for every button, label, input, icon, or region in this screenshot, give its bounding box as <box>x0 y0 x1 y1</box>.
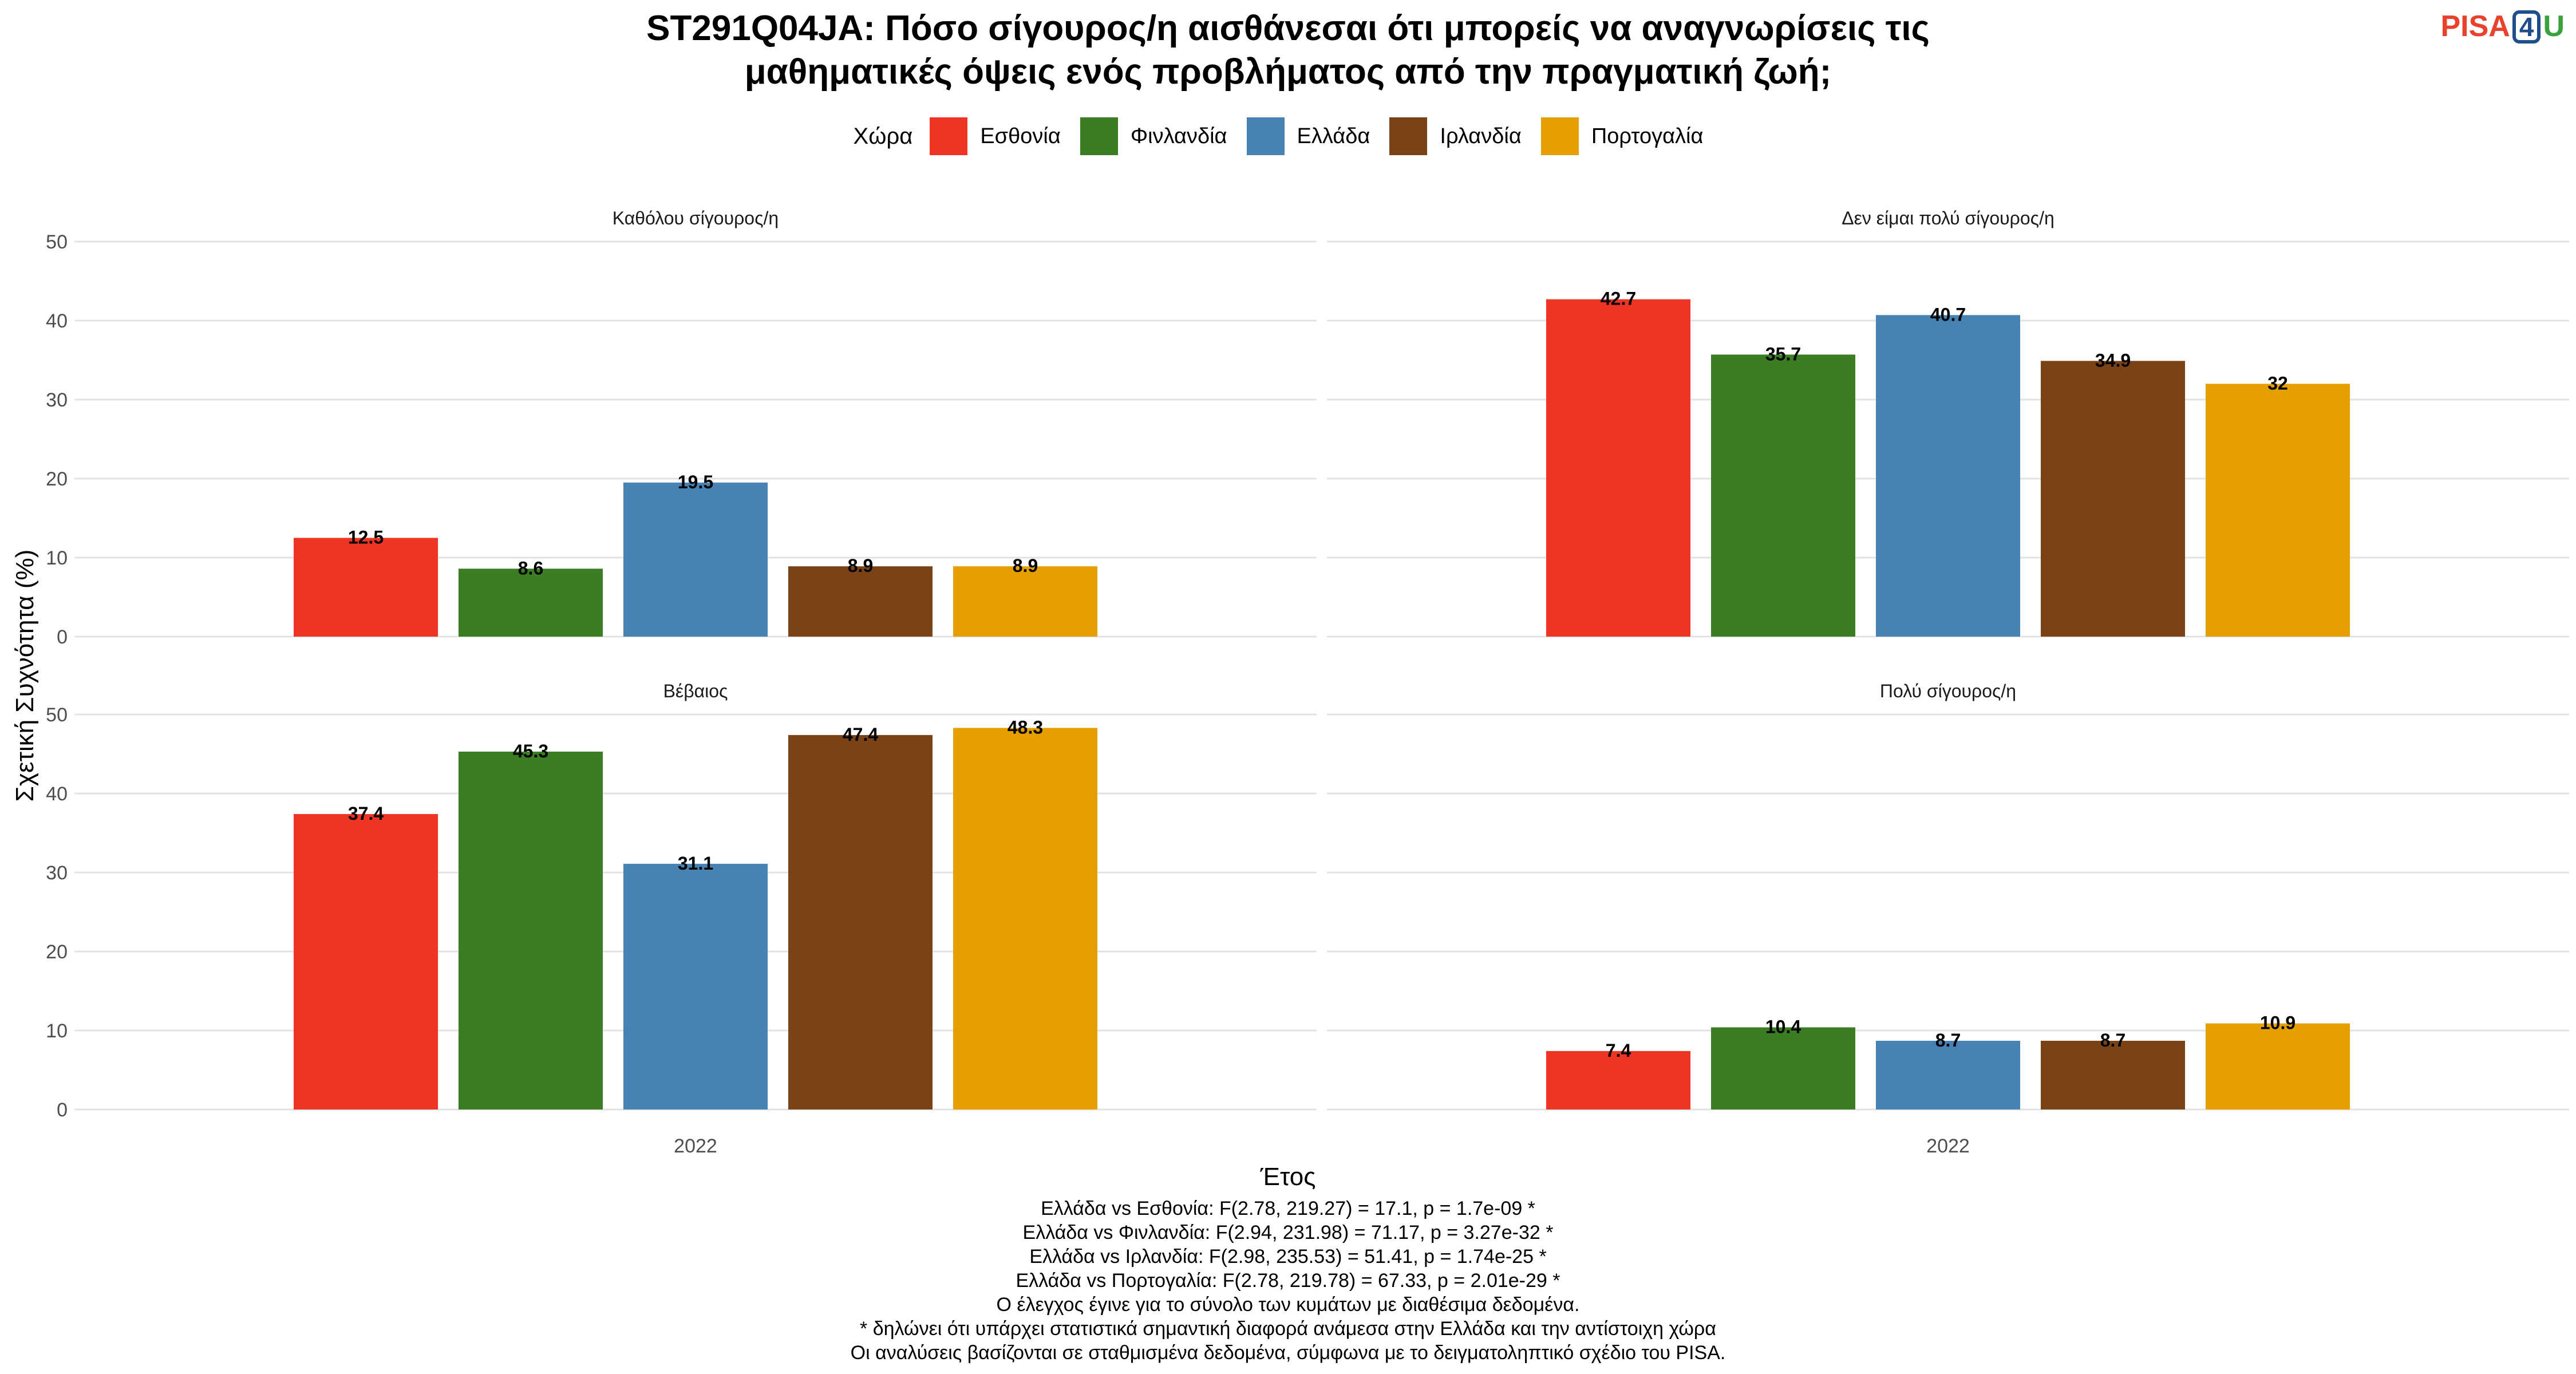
data-label: 7.4 <box>1606 1040 1631 1061</box>
data-label: 34.9 <box>2095 350 2131 370</box>
data-label: 19.5 <box>678 472 713 492</box>
pisa4u-logo: PISA 4 U <box>2440 9 2565 44</box>
y-tick-label: 30 <box>46 389 68 411</box>
bar-3 <box>1876 315 2020 637</box>
bar-1 <box>294 538 438 637</box>
legend-swatch-finland <box>1080 117 1118 155</box>
title-line-2: μαθηματικές όψεις ενός προβλήματος από τ… <box>744 52 1832 92</box>
bar-2 <box>1711 354 1855 637</box>
data-label: 35.7 <box>1765 344 1801 364</box>
data-label: 8.9 <box>1013 555 1038 576</box>
footnote-line: Ο έλεγχος έγινε για το σύνολο των κυμάτω… <box>996 1294 1580 1316</box>
bar-2 <box>1711 1027 1855 1110</box>
y-tick-label: 50 <box>46 704 68 726</box>
data-label: 10.4 <box>1765 1016 1801 1037</box>
facet-title: Πολύ σίγουρος/η <box>1880 681 2016 701</box>
bar-3 <box>623 863 768 1110</box>
facet-title: Καθόλου σίγουρος/η <box>613 208 779 228</box>
footnote-line: Ελλάδα vs Ιρλανδία: F(2.98, 235.53) = 51… <box>1029 1246 1547 1268</box>
y-tick-label: 10 <box>46 1020 68 1042</box>
bar-1 <box>1546 1051 1690 1110</box>
legend-swatch-portugal <box>1540 117 1579 155</box>
y-tick-label: 50 <box>46 231 68 253</box>
legend-item-finland: Φινλανδία <box>1080 117 1227 155</box>
data-label: 42.7 <box>1601 289 1636 309</box>
data-label: 32 <box>2267 373 2288 393</box>
legend-swatch-greece <box>1246 117 1285 155</box>
legend-swatch-estonia <box>930 117 968 155</box>
facet-title: Βέβαιος <box>663 681 728 701</box>
bar-5 <box>2206 384 2350 637</box>
bar-2 <box>459 751 603 1110</box>
bar-3 <box>623 482 768 637</box>
title-line-1: ST291Q04JA: Πόσο σίγουρος/η αισθάνεσαι ό… <box>646 9 1930 48</box>
bar-4 <box>788 566 933 637</box>
footnote-line: Οι αναλύσεις βασίζονται σε σταθμισμένα δ… <box>850 1342 1726 1364</box>
y-tick-label: 0 <box>57 1099 68 1121</box>
legend-item-greece: Ελλάδα <box>1246 117 1370 155</box>
x-tick-label: 2022 <box>674 1135 717 1157</box>
legend-label-finland: Φινλανδία <box>1130 124 1227 148</box>
data-label: 10.9 <box>2260 1013 2296 1033</box>
bar-2 <box>459 568 603 637</box>
y-tick-label: 20 <box>46 468 68 490</box>
legend-title: Χώρα <box>853 123 913 149</box>
bar-1 <box>1546 299 1690 637</box>
y-tick-label: 40 <box>46 783 68 805</box>
data-label: 8.7 <box>1935 1030 1961 1051</box>
legend-swatch-ireland <box>1389 117 1428 155</box>
bar-4 <box>2041 361 2185 637</box>
legend-item-portugal: Πορτογαλία <box>1540 117 1704 155</box>
legend-label-greece: Ελλάδα <box>1297 124 1370 148</box>
bar-3 <box>1876 1040 2020 1110</box>
y-axis-title: Σχετική Συχνότητα (%) <box>11 550 39 802</box>
data-label: 45.3 <box>513 741 548 761</box>
legend-item-estonia: Εσθονία <box>930 117 1061 155</box>
x-tick-label: 2022 <box>1926 1135 1970 1157</box>
data-label: 40.7 <box>1930 304 1966 325</box>
y-tick-label: 40 <box>46 310 68 332</box>
bar-4 <box>788 735 933 1110</box>
legend-item-ireland: Ιρλανδία <box>1389 117 1522 155</box>
footnote-line: * δηλώνει ότι υπάρχει στατιστικά σημαντι… <box>860 1318 1716 1340</box>
legend-label-portugal: Πορτογαλία <box>1591 124 1704 148</box>
facet-title: Δεν είμαι πολύ σίγουρος/η <box>1842 208 2055 228</box>
data-label: 48.3 <box>1008 717 1043 737</box>
data-label: 47.4 <box>843 724 878 745</box>
legend: Χώρα Εσθονία Φινλανδία Ελλάδα Ιρλανδία Π… <box>0 117 2576 155</box>
logo-part-4: 4 <box>2512 10 2541 44</box>
footnote-line: Ελλάδα vs Φινλανδία: F(2.94, 231.98) = 7… <box>1022 1222 1554 1243</box>
data-label: 31.1 <box>678 853 713 874</box>
legend-label-ireland: Ιρλανδία <box>1440 124 1522 148</box>
y-tick-label: 20 <box>46 941 68 963</box>
data-label: 37.4 <box>348 803 384 824</box>
logo-part-pisa: PISA <box>2440 10 2510 43</box>
x-axis-title: Έτος <box>1260 1163 1316 1191</box>
footnote-line: Ελλάδα vs Πορτογαλία: F(2.78, 219.78) = … <box>1016 1270 1560 1292</box>
data-label: 8.6 <box>518 558 543 578</box>
y-tick-label: 0 <box>57 626 68 648</box>
bar-5 <box>953 566 1097 637</box>
bar-5 <box>953 728 1097 1110</box>
bar-5 <box>2206 1023 2350 1110</box>
bar-4 <box>2041 1040 2185 1110</box>
footnotes: Ελλάδα vs Εσθονία: F(2.78, 219.27) = 17.… <box>0 1197 2576 1365</box>
bar-1 <box>294 814 438 1110</box>
y-tick-label: 30 <box>46 862 68 884</box>
legend-label-estonia: Εσθονία <box>980 124 1061 148</box>
y-tick-label: 10 <box>46 547 68 569</box>
footnote-line: Ελλάδα vs Εσθονία: F(2.78, 219.27) = 17.… <box>1041 1198 1535 1219</box>
data-label: 12.5 <box>348 527 384 548</box>
chart-title: ST291Q04JA: Πόσο σίγουρος/η αισθάνεσαι ό… <box>0 7 2576 94</box>
data-label: 8.7 <box>2100 1030 2125 1051</box>
logo-part-u: U <box>2543 10 2565 43</box>
data-label: 8.9 <box>848 555 873 576</box>
